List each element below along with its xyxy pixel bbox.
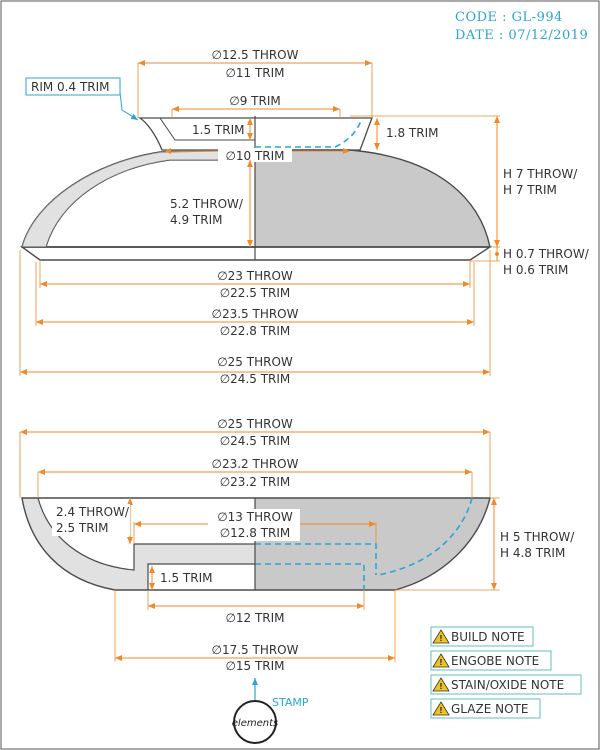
lid-d1-trim: ∅22.5 TRIM [220, 286, 291, 300]
note-build[interactable]: ! BUILD NOTE [430, 626, 534, 647]
warning-icon [432, 701, 450, 716]
drawing-code: CODE : GL-994 [455, 10, 563, 25]
bowl-inner-d-trim: ∅23.2 TRIM [220, 475, 291, 489]
bowl-foot-h: 1.5 TRIM [160, 571, 212, 585]
drawing-date: DATE : 07/12/2019 [455, 28, 588, 43]
lid-rim-h-trim: H 0.6 TRIM [503, 263, 568, 277]
lid-flange-h: 1.5 TRIM [192, 123, 244, 137]
bowl-inner-wall [37, 497, 255, 571]
notes-panel: ! BUILD NOTE ! ENGOBE NOTE ! STAIN/OXIDE… [430, 626, 582, 719]
lid-d3-throw: ∅25 THROW [217, 355, 293, 369]
bowl-inner-d-throw: ∅23.2 THROW [212, 457, 299, 471]
note-build-label: BUILD NOTE [451, 630, 525, 644]
lid-d3-trim: ∅24.5 TRIM [220, 372, 291, 386]
lid-section: ∅12.5 THROW ∅11 TRIM ∅9 TRIM 1.5 TRIM 1.… [19, 48, 590, 386]
stamp-logo-text: elements [232, 718, 278, 729]
bowl-base-trim: ∅15 TRIM [225, 659, 284, 673]
bowl-wall-trim: 2.5 TRIM [56, 521, 108, 535]
note-glaze-label: GLAZE NOTE [451, 702, 528, 716]
lid-rim [19, 246, 493, 261]
bowl-h-trim: H 4.8 TRIM [500, 546, 565, 560]
bowl-foot [147, 563, 255, 590]
lid-h-trim: H 7 TRIM [503, 183, 557, 197]
lid-knob [137, 117, 373, 151]
lid-h-throw: H 7 THROW/ [503, 167, 578, 181]
note-glaze[interactable]: ! GLAZE NOTE [430, 698, 541, 719]
lid-top-d-trim: ∅11 TRIM [225, 66, 284, 80]
warning-mark: ! [439, 634, 443, 643]
bowl-foot-in-throw: ∅13 THROW [217, 510, 293, 524]
warning-icon [432, 677, 450, 692]
bowl-foot-in-trim: ∅12.8 TRIM [220, 526, 291, 540]
bowl-wall-throw: 2.4 THROW/ [56, 505, 130, 519]
note-stain-oxide[interactable]: ! STAIN/OXIDE NOTE [430, 674, 582, 695]
stamp-label: STAMP [272, 696, 309, 709]
lid-exterior-fill [255, 150, 490, 247]
warning-mark: ! [439, 658, 443, 667]
rim-callout-leader [119, 91, 139, 121]
warning-mark: ! [439, 682, 443, 691]
lid-neck-d: ∅10 TRIM [225, 149, 284, 163]
lid-knob-inner [159, 117, 256, 141]
label-bg [218, 148, 292, 162]
bowl-top-d-trim: ∅24.5 TRIM [220, 434, 291, 448]
lid-rim-h-throw: H 0.7 THROW/ [503, 247, 590, 261]
bowl-foot-d: ∅12 TRIM [225, 611, 284, 625]
stamp-logo [233, 700, 277, 744]
note-engobe-label: ENGOBE NOTE [451, 654, 539, 668]
rim-callout: RIM 0.4 TRIM [31, 80, 110, 94]
bowl-h-throw: H 5 THROW/ [500, 530, 575, 544]
bowl-inner-wall-right [377, 497, 473, 576]
dim-dot [495, 252, 499, 256]
lid-d1-throw: ∅23 THROW [217, 269, 293, 283]
lid-wall-throw: 5.2 THROW/ [170, 197, 244, 211]
label-bg [208, 509, 300, 541]
lid-wall-trim: 4.9 TRIM [170, 213, 222, 227]
warning-icon [432, 653, 450, 668]
bowl-top-d-throw: ∅25 THROW [217, 417, 293, 431]
lid-d2-throw: ∅23.5 THROW [212, 307, 299, 321]
lid-knob-hidden-line [255, 117, 363, 148]
lid-d2-trim: ∅22.8 TRIM [220, 324, 291, 338]
rim-callout-box [25, 77, 121, 96]
warning-mark: ! [439, 706, 443, 715]
note-stain-label: STAIN/OXIDE NOTE [451, 678, 564, 692]
warning-icon [432, 629, 450, 644]
bowl-base-throw: ∅17.5 THROW [212, 643, 299, 657]
bowl-section: ∅25 THROW ∅24.5 TRIM ∅23.2 THROW ∅23.2 T… [19, 417, 575, 673]
lid-top-d-throw: ∅12.5 THROW [212, 48, 299, 62]
label-bg [52, 504, 130, 536]
stamp-area: STAMP elements [232, 678, 309, 744]
note-engobe[interactable]: ! ENGOBE NOTE [430, 650, 552, 671]
lid-inner-d: ∅9 TRIM [229, 94, 280, 108]
lid-knob-h: 1.8 TRIM [386, 126, 438, 140]
